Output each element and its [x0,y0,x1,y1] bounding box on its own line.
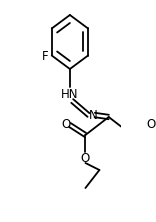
Text: O: O [81,151,90,165]
Text: N: N [89,109,98,121]
Text: O: O [61,117,71,131]
Text: F: F [41,50,48,63]
Text: O: O [147,117,156,131]
Text: HN: HN [61,87,79,101]
